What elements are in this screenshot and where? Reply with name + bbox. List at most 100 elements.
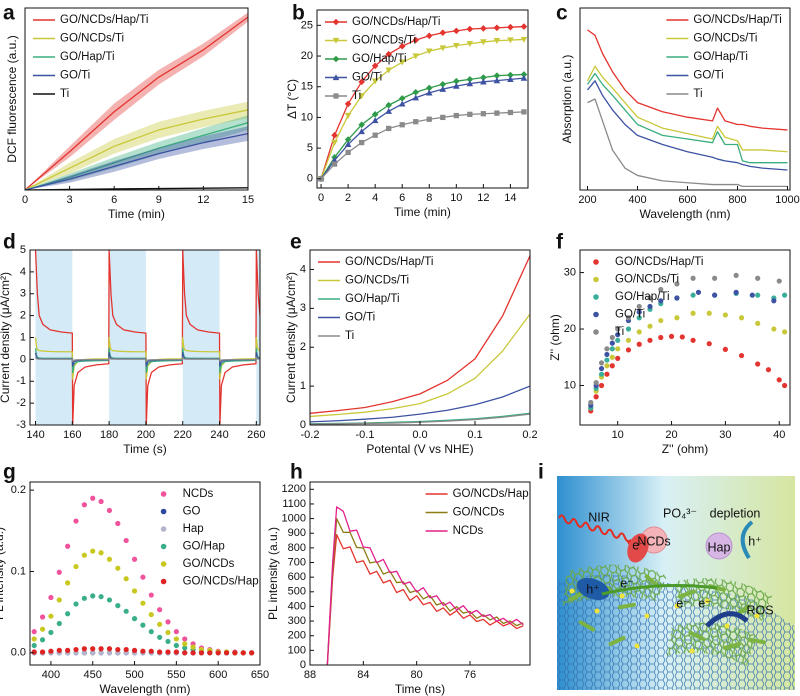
plot-area <box>310 255 530 425</box>
y-tick-label: 3 <box>300 302 306 314</box>
panel-label: b <box>292 2 305 25</box>
x-tick-label: 160 <box>63 429 81 441</box>
data-point <box>706 341 712 347</box>
data-point <box>690 275 696 281</box>
data-point <box>733 272 739 279</box>
legend-dot <box>593 294 599 300</box>
legend-marker <box>332 55 340 63</box>
data-line <box>326 517 524 665</box>
data-line <box>25 109 248 190</box>
y-tick-label: 5 <box>20 244 26 256</box>
data-point <box>712 275 718 281</box>
data-point <box>625 326 632 332</box>
y-tick-label: 0.1 <box>11 565 26 577</box>
legend-label: GO/NCDs/Hap/Ti <box>60 14 148 26</box>
x-tick-label: -0.2 <box>301 429 320 441</box>
hap-rod <box>678 589 696 599</box>
x-tick-label: 3 <box>67 194 73 206</box>
panel-label: h <box>290 461 303 484</box>
data-marker <box>358 78 365 86</box>
data-marker <box>331 161 338 167</box>
data-marker <box>520 74 528 81</box>
hap-sphere <box>705 532 733 560</box>
light-on-region <box>109 250 146 425</box>
x-tick-label: 600 <box>209 669 227 681</box>
ncd-dot <box>754 613 760 619</box>
data-marker <box>412 36 420 44</box>
data-marker <box>372 132 378 138</box>
data-point <box>90 548 96 554</box>
hap-rod <box>723 642 741 650</box>
data-point <box>81 502 87 508</box>
data-marker <box>493 77 501 84</box>
data-line <box>25 122 248 190</box>
data-point <box>123 646 129 653</box>
legend-label: GO/NCDs <box>183 558 235 570</box>
data-point <box>56 569 62 575</box>
data-line <box>310 313 530 418</box>
diagram-label: h⁺ <box>586 582 600 596</box>
data-point <box>598 365 605 372</box>
x-tick-label: 140 <box>26 429 44 441</box>
data-point <box>98 650 104 656</box>
x-tick-label: 400 <box>42 669 60 681</box>
data-marker <box>439 29 447 37</box>
data-marker <box>371 117 379 124</box>
x-tick-label: 4 <box>372 192 378 204</box>
data-point <box>90 495 96 501</box>
y-tick-label: 300 <box>288 615 306 627</box>
data-point <box>588 399 594 406</box>
data-point <box>173 636 179 642</box>
x-tick-label: 6 <box>111 194 117 206</box>
y-tick-label: 1 <box>20 331 26 343</box>
y-tick-label: 800 <box>288 542 306 554</box>
data-point <box>56 597 62 603</box>
legend-label: GO/Hap/Ti <box>60 51 115 63</box>
data-marker <box>385 107 392 114</box>
data-point <box>131 588 138 594</box>
data-line <box>587 98 788 188</box>
data-point <box>240 650 246 656</box>
data-point <box>148 611 154 618</box>
y-tick-label: 400 <box>288 600 306 612</box>
data-marker <box>371 111 379 118</box>
panel-label: g <box>3 461 16 484</box>
y-tick-label: 1100 <box>282 498 306 510</box>
x-tick-label: -0.1 <box>356 429 375 441</box>
data-marker <box>439 45 447 52</box>
y-axis-title: PL intensity (a.u.) <box>0 527 6 620</box>
data-point <box>39 637 46 643</box>
y-tick-label: 20 <box>564 323 576 335</box>
data-marker <box>398 100 406 107</box>
hap-rod <box>618 602 636 610</box>
data-point <box>598 371 605 377</box>
y-tick-label: 100 <box>288 644 306 656</box>
data-point <box>65 543 71 549</box>
y-tick-label: 0 <box>307 173 313 185</box>
legend-label: Ti <box>60 88 69 100</box>
data-point <box>123 537 129 544</box>
data-marker <box>453 82 460 89</box>
light-on-region <box>256 250 260 425</box>
data-point <box>157 649 163 655</box>
data-point <box>190 650 196 656</box>
legend-label: GO/Ti <box>345 312 375 324</box>
data-line <box>320 25 524 179</box>
x-tick-label: 14 <box>504 192 516 204</box>
plot-frame <box>309 481 531 666</box>
ncd-dot <box>644 613 650 619</box>
data-marker <box>521 109 527 115</box>
y-axis-title: PL intensity (a.u.) <box>266 527 280 620</box>
legend-dot <box>160 561 167 567</box>
data-marker <box>466 25 474 33</box>
data-point <box>81 646 87 652</box>
data-marker <box>494 110 500 116</box>
data-point <box>106 597 113 603</box>
panel-label: d <box>3 231 16 254</box>
data-point <box>157 621 163 627</box>
data-point <box>776 377 782 383</box>
data-point <box>140 648 146 654</box>
data-marker <box>412 94 420 101</box>
data-point <box>165 629 171 636</box>
